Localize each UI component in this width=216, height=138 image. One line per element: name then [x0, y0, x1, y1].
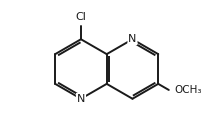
Text: Cl: Cl: [76, 12, 86, 22]
Text: N: N: [77, 94, 85, 104]
Text: OCH₃: OCH₃: [175, 85, 202, 95]
Text: N: N: [128, 34, 137, 44]
